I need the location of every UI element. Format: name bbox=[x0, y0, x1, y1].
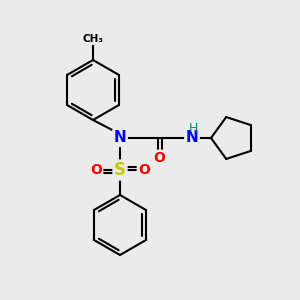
Text: N: N bbox=[186, 130, 198, 146]
Text: CH₃: CH₃ bbox=[82, 34, 103, 44]
Text: N: N bbox=[114, 130, 126, 146]
Text: O: O bbox=[153, 151, 165, 165]
Text: O: O bbox=[90, 163, 102, 177]
Text: O: O bbox=[138, 163, 150, 177]
Text: H: H bbox=[188, 122, 198, 134]
Text: S: S bbox=[114, 161, 126, 179]
